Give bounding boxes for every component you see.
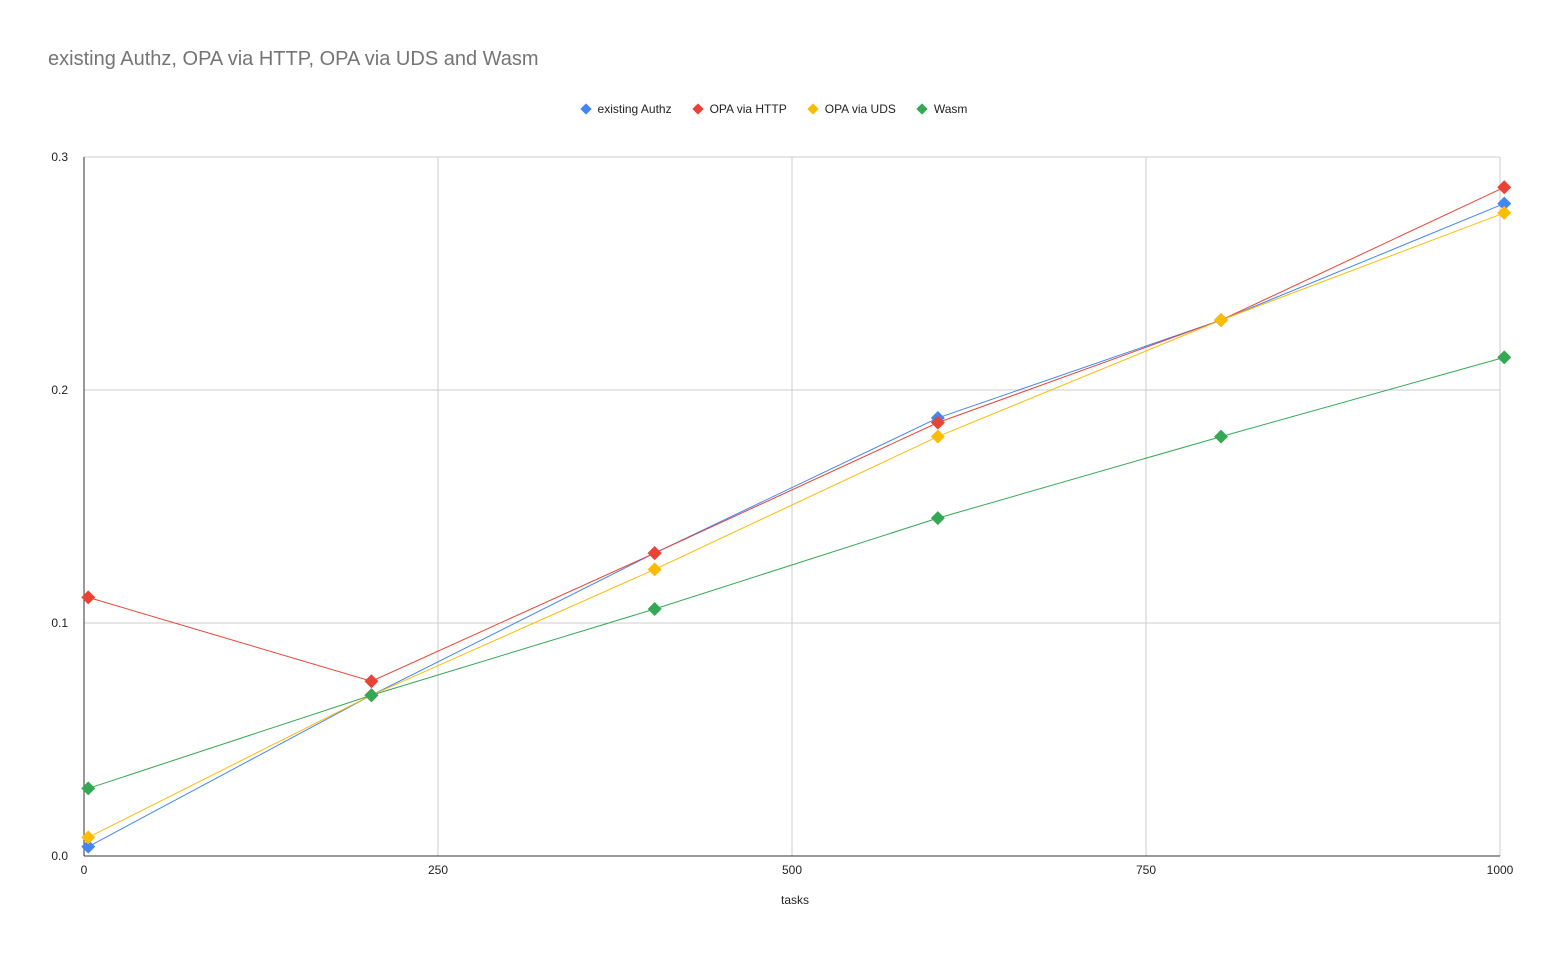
chart-legend: existing Authz OPA via HTTP OPA via UDS Was…	[0, 102, 1549, 116]
series-1-point	[1497, 180, 1512, 195]
series-3-point	[647, 602, 662, 617]
series-2-point	[1214, 313, 1229, 328]
x-axis-title: tasks	[781, 893, 809, 907]
series-3-point	[1497, 350, 1512, 365]
series-1-point	[647, 546, 662, 561]
chart-title: existing Authz, OPA via HTTP, OPA via UD…	[48, 48, 539, 70]
legend-item: existing Authz	[579, 102, 672, 116]
legend-label: OPA via HTTP	[709, 102, 787, 116]
y-tick-label: 0.0	[51, 849, 68, 863]
x-tick-label: 250	[428, 863, 448, 877]
series-2-point	[81, 830, 96, 845]
legend-item: OPA via HTTP	[691, 102, 787, 116]
y-tick-label: 0.3	[51, 150, 68, 164]
series-3-point	[81, 781, 96, 796]
series-0-point	[1497, 196, 1512, 211]
series-1-point	[364, 674, 379, 689]
legend-label: existing Authz	[597, 102, 672, 116]
series-3-point	[1214, 429, 1229, 444]
x-tick-label: 750	[1136, 863, 1156, 877]
series-1-point	[81, 590, 96, 605]
x-tick-label: 1000	[1487, 863, 1514, 877]
series-line-1	[88, 186, 1505, 682]
y-tick-label: 0.1	[51, 616, 68, 630]
legend-item: OPA via UDS	[807, 102, 896, 116]
series-line-2	[88, 212, 1505, 838]
series-2-point	[1497, 205, 1512, 220]
series-2-point	[647, 562, 662, 577]
x-tick-label: 500	[782, 863, 802, 877]
series-3-point	[364, 688, 379, 703]
x-tick-label: 0	[81, 863, 88, 877]
series-line-3	[88, 356, 1505, 789]
legend-label: Wasm	[933, 102, 968, 116]
legend-item: Wasm	[916, 102, 968, 116]
series-1-point	[930, 415, 945, 430]
legend-label: OPA via UDS	[824, 102, 896, 116]
series-0-point	[81, 839, 96, 854]
series-2-point	[930, 429, 945, 444]
y-tick-label: 0.2	[51, 383, 68, 397]
series-line-0	[88, 203, 1505, 848]
series-3-point	[930, 511, 945, 526]
